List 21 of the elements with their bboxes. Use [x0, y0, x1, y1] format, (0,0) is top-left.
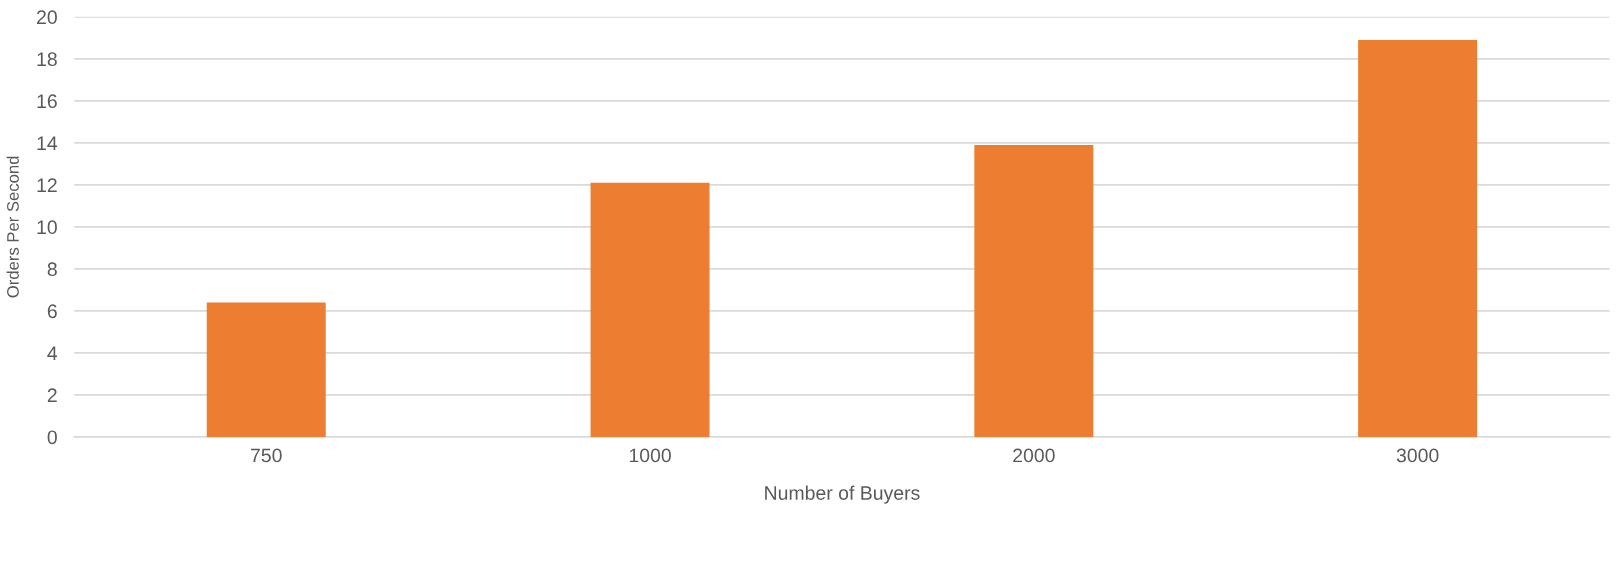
x-tick-label: 1000: [629, 448, 671, 463]
y-tick-label: 2: [47, 388, 57, 402]
y-tick-label: 6: [47, 304, 57, 319]
bar: [590, 182, 710, 437]
y-tick-label: 10: [37, 220, 57, 235]
x-tick-label: 2000: [1013, 448, 1055, 463]
y-tick-label: 12: [37, 178, 57, 192]
y-axis-title: Orders Per Second: [6, 156, 19, 298]
bar: [206, 302, 326, 437]
y-tick-label: 18: [37, 52, 57, 67]
y-tick-label: 8: [47, 262, 57, 277]
x-tick-label: 750: [251, 448, 282, 463]
x-axis-title: Number of Buyers: [765, 485, 920, 504]
y-tick-label: 20: [37, 10, 57, 25]
y-tick-label: 16: [37, 94, 57, 109]
y-tick-label: 14: [37, 136, 58, 150]
y-tick-label: 0: [47, 430, 57, 445]
y-tick-label: 4: [47, 346, 58, 360]
bar: [1358, 39, 1478, 437]
x-tick-label: 3000: [1396, 448, 1439, 463]
bar: [974, 144, 1094, 437]
